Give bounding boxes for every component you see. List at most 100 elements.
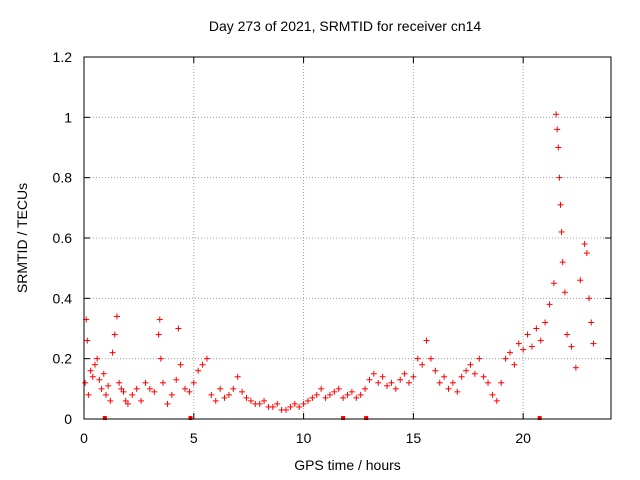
data-point (199, 361, 206, 368)
y-tick-label: 0 (64, 411, 72, 427)
data-point (515, 340, 522, 347)
grid (84, 57, 611, 419)
data-point (82, 379, 89, 386)
data-point (111, 331, 118, 338)
data-point (85, 391, 92, 398)
data-point (239, 388, 246, 395)
data-point (449, 379, 456, 386)
data-point (524, 331, 531, 338)
data-point (326, 391, 333, 398)
y-tick-label: 1 (64, 109, 72, 125)
y-tick-label: 0.6 (53, 230, 73, 246)
data-point (590, 340, 597, 347)
y-axis-label: SRMTID / TECUs (14, 182, 30, 294)
data-point (225, 391, 232, 398)
data-point (520, 346, 527, 353)
data-point (397, 376, 404, 383)
data-point (454, 388, 461, 395)
data-point (212, 397, 219, 404)
data-point (577, 277, 584, 284)
x-tick-label: 20 (515, 430, 531, 446)
data-point (419, 361, 426, 368)
data-point (217, 385, 224, 392)
data-point (556, 174, 563, 181)
data-point (107, 397, 114, 404)
data-point (458, 373, 465, 380)
data-point (485, 379, 492, 386)
gap-marker (102, 416, 107, 420)
data-point (304, 397, 311, 404)
data-point (243, 394, 250, 401)
data-point (230, 385, 237, 392)
data-point (331, 388, 338, 395)
data-point (133, 385, 140, 392)
data-point (164, 400, 171, 407)
data-point (269, 403, 276, 410)
data-point (318, 385, 325, 392)
data-point (203, 355, 210, 362)
data-point (157, 355, 164, 362)
data-point (528, 343, 535, 350)
data-point (414, 355, 421, 362)
data-point (493, 397, 500, 404)
data-point (274, 400, 281, 407)
data-point (427, 355, 434, 362)
data-point (357, 391, 364, 398)
data-point (537, 337, 544, 344)
data-point (533, 325, 540, 332)
data-point (287, 403, 294, 410)
data-point (105, 382, 112, 389)
data-point (441, 373, 448, 380)
data-point (118, 385, 125, 392)
data-point (370, 370, 377, 377)
data-point (366, 376, 373, 383)
axis-ticks: 0 0.2 0.4 0.6 0.8 1 1.2 0 5 10 15 20 (53, 49, 611, 446)
data-point (168, 391, 175, 398)
data-point (498, 379, 505, 386)
data-point (100, 370, 107, 377)
y-tick-label: 0.4 (53, 290, 73, 306)
data-point (511, 361, 518, 368)
data-point (87, 367, 94, 374)
data-point (124, 400, 131, 407)
data-point (405, 379, 412, 386)
data-point (586, 295, 593, 302)
data-point (546, 301, 553, 308)
data-point (91, 361, 98, 368)
data-point (221, 394, 228, 401)
data-point (392, 385, 399, 392)
data-point (445, 385, 452, 392)
data-point (471, 370, 478, 377)
y-tick-label: 1.2 (53, 49, 73, 65)
data-point (348, 388, 355, 395)
data-point (335, 385, 342, 392)
data-point (291, 400, 298, 407)
data-point (151, 388, 158, 395)
data-point (375, 379, 382, 386)
data-point (116, 379, 123, 386)
data-point (177, 361, 184, 368)
data-point (568, 343, 575, 350)
data-point (261, 397, 268, 404)
x-tick-label: 5 (190, 430, 198, 446)
data-point (423, 337, 430, 344)
data-point (561, 289, 568, 296)
data-point (256, 400, 263, 407)
data-point (120, 388, 127, 395)
data-point (113, 313, 120, 320)
data-point (208, 391, 215, 398)
data-point (463, 367, 470, 374)
data-point (550, 280, 557, 287)
data-point (340, 394, 347, 401)
data-point (476, 355, 483, 362)
data-point (155, 331, 162, 338)
data-point (156, 316, 163, 323)
data-point (94, 355, 101, 362)
y-tick-label: 0.8 (53, 170, 73, 186)
data-point (557, 201, 564, 208)
data-point (388, 379, 395, 386)
data-point (379, 373, 386, 380)
data-point (195, 367, 202, 374)
data-point (146, 385, 153, 392)
data-point (564, 331, 571, 338)
